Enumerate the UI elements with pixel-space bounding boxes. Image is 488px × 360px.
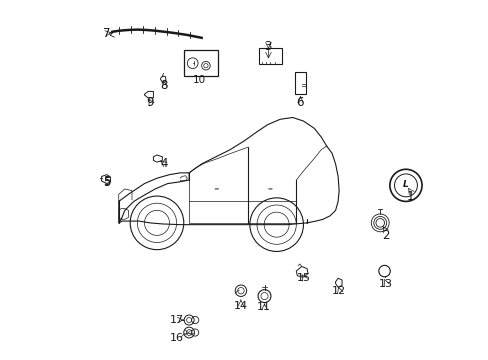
Text: 8: 8 (160, 79, 167, 92)
Text: 6: 6 (296, 96, 303, 109)
Text: 5: 5 (103, 175, 110, 188)
Text: 14: 14 (233, 301, 247, 311)
Text: 4: 4 (160, 157, 167, 170)
Text: 17: 17 (169, 315, 183, 325)
Text: 9: 9 (146, 96, 153, 109)
Text: 12: 12 (331, 286, 346, 296)
Text: 1: 1 (406, 190, 413, 203)
Text: 16: 16 (169, 333, 183, 343)
Text: 10: 10 (193, 75, 206, 85)
Text: L: L (402, 180, 408, 189)
Text: 2: 2 (381, 229, 388, 242)
Text: 13: 13 (378, 279, 392, 289)
Text: 7: 7 (103, 27, 110, 40)
Text: 11: 11 (257, 302, 270, 312)
Text: 15: 15 (296, 273, 310, 283)
Text: 5: 5 (103, 176, 110, 189)
Text: 3: 3 (264, 40, 271, 53)
